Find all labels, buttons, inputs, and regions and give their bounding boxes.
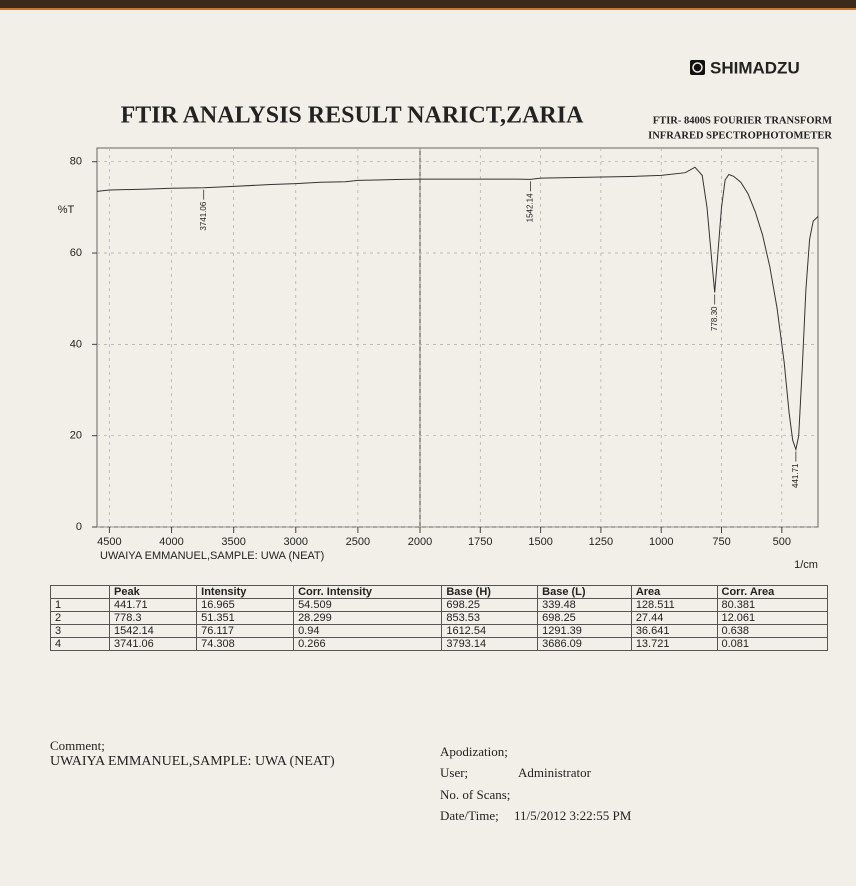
table-cell: 74.308 — [196, 637, 295, 651]
apodization-label: Apodization; — [440, 744, 508, 759]
peak-label: 441.71 — [791, 463, 800, 488]
x-tick-label: 2500 — [346, 536, 370, 548]
table-cell: 27.44 — [630, 611, 718, 625]
table-cell: 698.25 — [537, 611, 632, 625]
y-axis-label: %T — [58, 204, 75, 216]
logo-ring — [692, 62, 703, 73]
table-cell: 13.721 — [630, 637, 718, 651]
y-tick-label: 60 — [70, 247, 82, 259]
plot-frame — [96, 147, 819, 528]
table-cell: 76.117 — [196, 624, 295, 638]
comment-label: Comment; — [50, 738, 105, 753]
comment: UWAIYA EMMANUEL,SAMPLE: UWA (NEAT) — [50, 754, 335, 769]
x-tick-label: 4000 — [159, 536, 183, 548]
row-index: 1 — [50, 598, 110, 612]
table-cell: 0.266 — [293, 637, 443, 651]
y-tick-label: 20 — [70, 430, 82, 442]
user-label: User; — [440, 765, 469, 780]
table-cell: 441.71 — [108, 598, 198, 612]
y-tick-label: 80 — [70, 156, 82, 168]
header-cell — [50, 585, 110, 599]
table-cell: 778.3 — [108, 611, 198, 625]
header-cell: Area — [630, 585, 718, 599]
header-cell: Corr. Area — [716, 585, 828, 599]
datetime-label: Date/Time; — [440, 808, 499, 823]
peak-label: 3741.06 — [199, 201, 208, 230]
table-cell: 1612.54 — [441, 624, 539, 638]
table-cell: 128.511 — [630, 598, 718, 612]
table-header: Peak Intensity Corr. Intensity Base (H) Base… — [50, 585, 828, 599]
table-cell: 80.381 — [716, 598, 828, 612]
x-tick-label: 1250 — [589, 536, 613, 548]
x-tick-label: 750 — [712, 536, 730, 548]
table-cell: 28.299 — [293, 611, 443, 625]
table-row: 4 3741.06 74.308 0.266 3793.14 3686.09 13.721 0… — [50, 637, 828, 651]
table-cell: 36.641 — [630, 624, 718, 638]
datetime: 11/5/2012 3:22:55 PM — [514, 808, 632, 823]
x-tick-label: 2000 — [408, 536, 432, 548]
x-tick-label: 3500 — [221, 536, 245, 548]
title: FTIR ANALYSIS RESULT NARICT,ZARIA — [121, 103, 584, 129]
x-tick-label: 500 — [773, 536, 791, 548]
caption: UWAIYA EMMANUEL,SAMPLE: UWA (NEAT) — [100, 550, 324, 562]
user: Administrator — [518, 765, 591, 780]
table-row: 1 441.71 16.965 54.509 698.25 339.48 128.511 80… — [50, 598, 828, 612]
table-row: 2 778.3 51.351 28.299 853.53 698.25 27.44 12.06… — [50, 611, 828, 625]
peak-label: 778.30 — [710, 306, 719, 331]
y-tick-label: 0 — [76, 521, 82, 533]
table-row: 3 1542.14 76.117 0.94 1612.54 1291.39 36.641 0.… — [50, 624, 828, 638]
spectrum-line — [96, 166, 819, 452]
table-cell: 51.351 — [196, 611, 295, 625]
scans-label: No. of Scans; — [440, 787, 511, 802]
table-cell: 16.965 — [196, 598, 295, 612]
instrument-line: INFRARED SPECTROPHOTOMETER — [648, 130, 832, 141]
row-index: 2 — [50, 611, 110, 625]
table-cell: 0.94 — [293, 624, 443, 638]
x-tick-label: 1750 — [468, 536, 492, 548]
header-cell: Intensity — [196, 585, 295, 599]
table-cell: 1291.39 — [537, 624, 632, 638]
table-cell: 3793.14 — [441, 637, 539, 651]
table-cell: 54.509 — [293, 598, 443, 612]
brand-logo: SHIMADZU — [690, 58, 800, 77]
table-body: 1 441.71 16.965 54.509 698.25 339.48 128.511 80… — [50, 598, 828, 651]
top-bar — [0, 0, 856, 8]
peak-table: Peak Intensity Corr. Intensity Base (H) Base… — [50, 585, 828, 651]
table-cell: 1542.14 — [108, 624, 198, 638]
header-cell: Corr. Intensity — [293, 585, 443, 599]
brand: SHIMADZU — [710, 58, 800, 77]
instrument-line: FTIR- 8400S FOURIER TRANSFORM — [653, 115, 832, 126]
header-cell: Base (H) — [441, 585, 539, 599]
header-cell: Base (L) — [537, 585, 632, 599]
row-index: 3 — [50, 624, 110, 638]
table-cell: 3741.06 — [108, 637, 198, 651]
table-cell: 0.081 — [716, 637, 828, 651]
x-tick-label: 1000 — [649, 536, 673, 548]
x-tick-label: 4500 — [97, 536, 121, 548]
x-tick-label: 3000 — [284, 536, 308, 548]
row-index: 4 — [50, 637, 110, 651]
x-tick-label: 1500 — [528, 536, 552, 548]
logo-icon — [690, 60, 705, 75]
header-cell: Peak — [108, 585, 198, 599]
table-cell: 3686.09 — [537, 637, 632, 651]
table-cell: 853.53 — [441, 611, 539, 625]
x-axis-label: 1/cm — [794, 559, 818, 571]
table-cell: 12.061 — [716, 611, 828, 625]
top-bar-accent — [0, 8, 856, 10]
y-tick-label: 40 — [70, 338, 82, 350]
peak-label: 1542.14 — [526, 193, 535, 222]
table-cell: 0.638 — [716, 624, 828, 638]
table-cell: 698.25 — [441, 598, 539, 612]
table-cell: 339.48 — [537, 598, 632, 612]
